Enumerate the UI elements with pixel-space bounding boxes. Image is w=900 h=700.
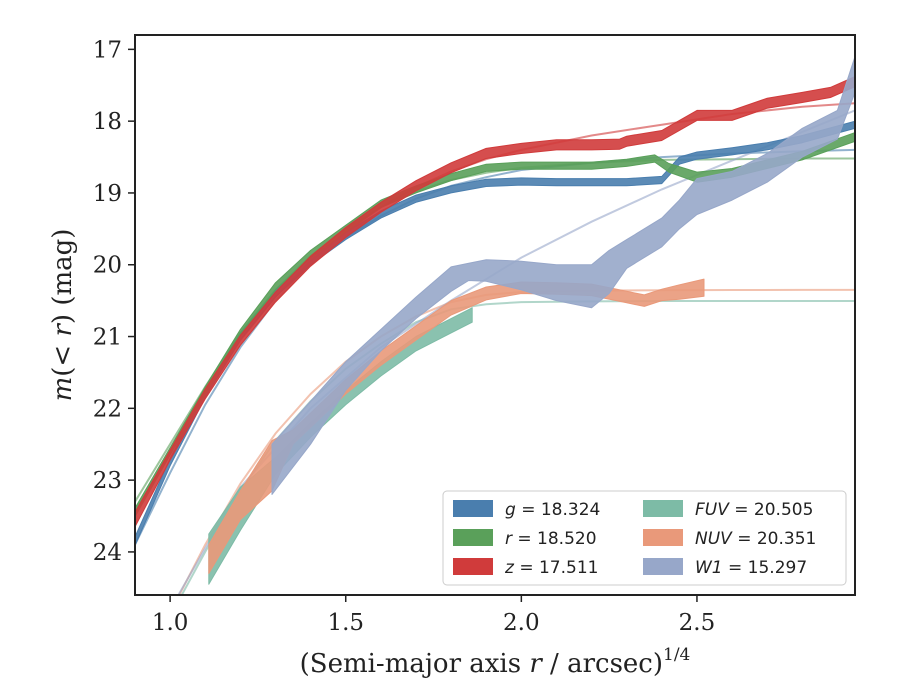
y-axis-title-variable: m [48, 377, 78, 402]
plot-area [135, 56, 855, 595]
legend-swatch-g [453, 500, 493, 517]
legend-label-z: z = 17.511 [504, 558, 598, 578]
data-band-z [135, 76, 855, 528]
plot-frame [134, 34, 856, 596]
y-tick-label: 19 [93, 181, 122, 207]
y-tick-label: 23 [93, 468, 122, 494]
x-tick-label: 2.5 [679, 610, 716, 636]
y-axis-title-part: (< [48, 337, 78, 377]
y-tick-label: 18 [93, 109, 122, 135]
legend-label-fuv: FUV = 20.505 [695, 500, 813, 520]
legend-swatch-r [453, 529, 493, 546]
x-axis-title-part: (Semi-major axis [300, 649, 530, 679]
legend-swatch-w1 [643, 558, 683, 575]
y-axis-title-part: ) (mag) [48, 229, 78, 325]
x-axis-title-part: / arcsec) [542, 649, 663, 679]
legend-swatch-fuv [643, 500, 683, 517]
legend-label-g: g = 18.324 [505, 500, 600, 520]
legend-label-nuv: NUV = 20.351 [695, 529, 816, 549]
data-band-w1 [271, 56, 855, 495]
y-tick-label: 24 [93, 540, 122, 566]
x-axis-ticks: 1.0 1.5 2.0 2.5 [152, 595, 715, 636]
legend-label-r: r = 18.520 [505, 529, 597, 549]
y-axis-title-variable: r [48, 323, 78, 337]
x-axis-title-variable: r [529, 649, 543, 679]
legend-swatch-z [453, 558, 493, 575]
x-tick-label: 1.5 [327, 610, 364, 636]
y-axis-ticks: 17 18 19 20 21 22 23 24 [93, 37, 135, 566]
x-tick-label: 1.0 [152, 610, 189, 636]
legend-swatch-nuv [643, 529, 683, 546]
x-axis-title-exponent: 1/4 [663, 645, 690, 665]
x-tick-label: 2.0 [503, 610, 540, 636]
y-tick-label: 17 [93, 37, 122, 63]
legend: g = 18.324 r = 18.520 z = 17.511 FUV = 20.5… [442, 490, 847, 586]
y-axis-title: m(< r) (mag) [48, 229, 78, 402]
y-tick-label: 22 [93, 396, 122, 422]
data-bands [135, 56, 855, 585]
y-tick-label: 20 [93, 253, 122, 279]
x-axis-title: (Semi-major axis r / arcsec)1/4 [300, 645, 691, 679]
legend-label-w1: W1 = 15.297 [695, 558, 807, 578]
y-tick-label: 21 [93, 325, 122, 351]
